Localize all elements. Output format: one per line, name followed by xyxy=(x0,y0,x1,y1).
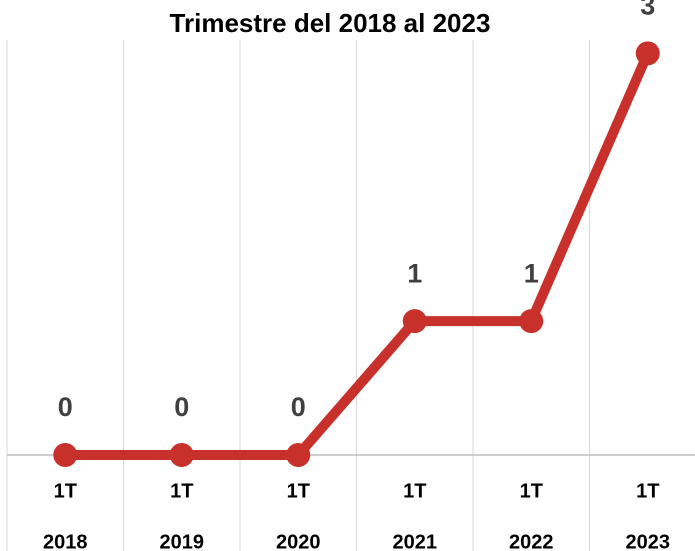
x-tick-label: 2019 xyxy=(160,531,205,551)
x-tick-label: 1T xyxy=(54,480,77,502)
x-tick-label: 1T xyxy=(636,480,659,502)
data-label: 1 xyxy=(524,258,539,288)
data-label: 0 xyxy=(174,392,189,422)
data-label: 1 xyxy=(407,258,422,288)
point xyxy=(519,309,544,334)
data-label: 3 xyxy=(640,0,655,21)
x-tick-label: 2022 xyxy=(509,531,554,551)
x-tick-label: 1T xyxy=(520,480,543,502)
data-label: 0 xyxy=(58,392,73,422)
series-line xyxy=(65,51,653,460)
point xyxy=(286,443,311,467)
x-tick-label: 1T xyxy=(403,480,426,502)
chart-title: Trimestre del 2018 al 2023 xyxy=(170,8,491,38)
x-tick-label: 2020 xyxy=(276,531,321,551)
x-tick-label: 1T xyxy=(287,480,310,502)
point xyxy=(402,309,427,334)
point xyxy=(53,443,78,467)
data-label: 0 xyxy=(291,392,306,422)
x-tick-label: 2023 xyxy=(626,531,671,551)
x-tick-label: 2018 xyxy=(43,531,88,551)
point xyxy=(169,443,194,467)
point xyxy=(635,41,660,66)
x-tick-label: 1T xyxy=(170,480,193,502)
x-tick-label: 2021 xyxy=(393,531,438,551)
